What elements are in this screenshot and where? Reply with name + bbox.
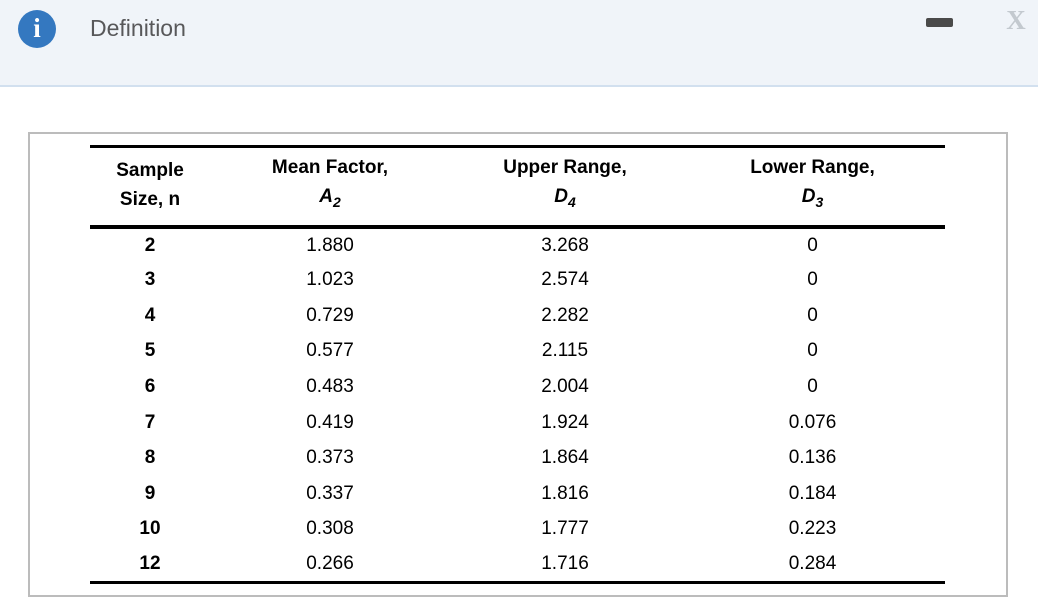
- cell-value: 0.419: [306, 411, 354, 433]
- table-row: 6 0.483 2.004 0: [90, 369, 945, 405]
- cell-value: 1.716: [450, 547, 680, 585]
- cell-value: 0: [807, 304, 818, 326]
- cell-value: 0.729: [306, 304, 354, 326]
- column-header-0: Sample Size, n: [90, 144, 210, 229]
- table-row: 2 1.880 3.268 0: [90, 227, 945, 263]
- column-header-1: Mean Factor, A2: [210, 144, 450, 229]
- cell-value: 0.373: [306, 447, 354, 469]
- column-header-3: Lower Range, D3: [680, 144, 945, 229]
- cell-sample-size: 12: [90, 547, 210, 585]
- cell-sample-size: 5: [144, 340, 156, 362]
- cell-value: 0: [807, 234, 818, 256]
- dialog-titlebar[interactable]: i Definition X: [0, 0, 1038, 87]
- cell-sample-size: 2: [144, 234, 156, 256]
- cell-sample-size: 7: [144, 411, 156, 433]
- cell-value: 0.266: [210, 547, 450, 585]
- control-chart-factors-table: Sample Size, n Mean Factor, A2 Upper Range, D…: [90, 144, 945, 585]
- cell-value: 0.076: [788, 411, 837, 433]
- cell-sample-size: 8: [144, 447, 156, 469]
- table-row: 10 0.308 1.777 0.223: [90, 512, 945, 548]
- table-row: 7 0.419 1.924 0.076: [90, 405, 945, 441]
- cell-value: 2.004: [541, 375, 589, 397]
- info-icon: i: [18, 10, 56, 48]
- column-header-2: Upper Range, D4: [450, 144, 680, 229]
- table-row: 4 0.729 2.282 0: [90, 298, 945, 334]
- cell-value: 0.223: [788, 518, 837, 540]
- cell-sample-size: 3: [144, 269, 156, 291]
- table-row: 3 1.023 2.574 0: [90, 262, 945, 298]
- cell-value: 3.268: [541, 234, 589, 256]
- cell-value: 0.308: [306, 518, 354, 540]
- cell-sample-size: 9: [144, 482, 156, 504]
- cell-value: 0.577: [306, 340, 354, 362]
- minimize-button[interactable]: [926, 18, 953, 27]
- cell-value: 0.337: [306, 482, 354, 504]
- cell-value: 1.924: [541, 411, 589, 433]
- cell-value: 2.115: [541, 340, 589, 362]
- table-body: 2 1.880 3.268 0 3 1.023 2.574 0 4 0.729 2.282 0 5 0.5…: [90, 227, 945, 585]
- cell-sample-size: 4: [144, 304, 156, 326]
- cell-sample-size: 10: [139, 518, 161, 540]
- table-row: 5 0.577 2.115 0: [90, 334, 945, 370]
- close-icon[interactable]: X: [1006, 5, 1026, 35]
- cell-value: 0: [807, 269, 818, 291]
- cell-value: 0: [807, 340, 818, 362]
- cell-value: 0.284: [680, 547, 945, 585]
- cell-value: 0.483: [306, 375, 354, 397]
- cell-value: 0.136: [788, 447, 837, 469]
- cell-value: 1.880: [306, 234, 354, 256]
- cell-value: 0.184: [788, 482, 837, 504]
- table-row: 8 0.373 1.864 0.136: [90, 440, 945, 476]
- table-header-row: Sample Size, n Mean Factor, A2 Upper Range, D…: [90, 144, 945, 229]
- definition-content-panel: Sample Size, n Mean Factor, A2 Upper Range, D…: [28, 132, 1008, 597]
- cell-sample-size: 6: [144, 375, 156, 397]
- cell-value: 1.816: [541, 482, 589, 504]
- table-row: 9 0.337 1.816 0.184: [90, 476, 945, 512]
- cell-value: 1.023: [306, 269, 354, 291]
- cell-value: 1.777: [541, 518, 589, 540]
- table-row: 12 0.266 1.716 0.284: [90, 547, 945, 585]
- dialog-title: Definition: [90, 15, 186, 41]
- cell-value: 2.574: [541, 269, 589, 291]
- cell-value: 1.864: [541, 447, 589, 469]
- cell-value: 2.282: [541, 304, 589, 326]
- table-header: Sample Size, n Mean Factor, A2 Upper Range, D…: [90, 144, 945, 229]
- cell-value: 0: [807, 375, 818, 397]
